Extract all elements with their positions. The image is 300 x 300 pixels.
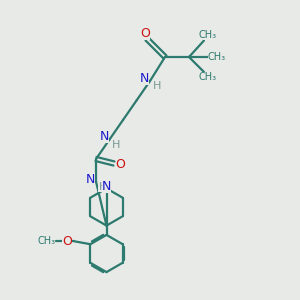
Text: O: O xyxy=(62,235,72,248)
Text: O: O xyxy=(141,27,150,40)
Text: H: H xyxy=(98,182,107,192)
Text: N: N xyxy=(99,130,109,143)
Text: H: H xyxy=(112,140,120,150)
Text: CH₃: CH₃ xyxy=(37,236,56,246)
Text: O: O xyxy=(116,158,125,171)
Text: CH₃: CH₃ xyxy=(199,30,217,40)
Text: CH₃: CH₃ xyxy=(208,52,226,62)
Text: CH₃: CH₃ xyxy=(199,72,217,82)
Text: N: N xyxy=(102,179,111,193)
Text: H: H xyxy=(152,81,161,92)
Text: N: N xyxy=(85,173,95,186)
Text: N: N xyxy=(140,72,149,85)
